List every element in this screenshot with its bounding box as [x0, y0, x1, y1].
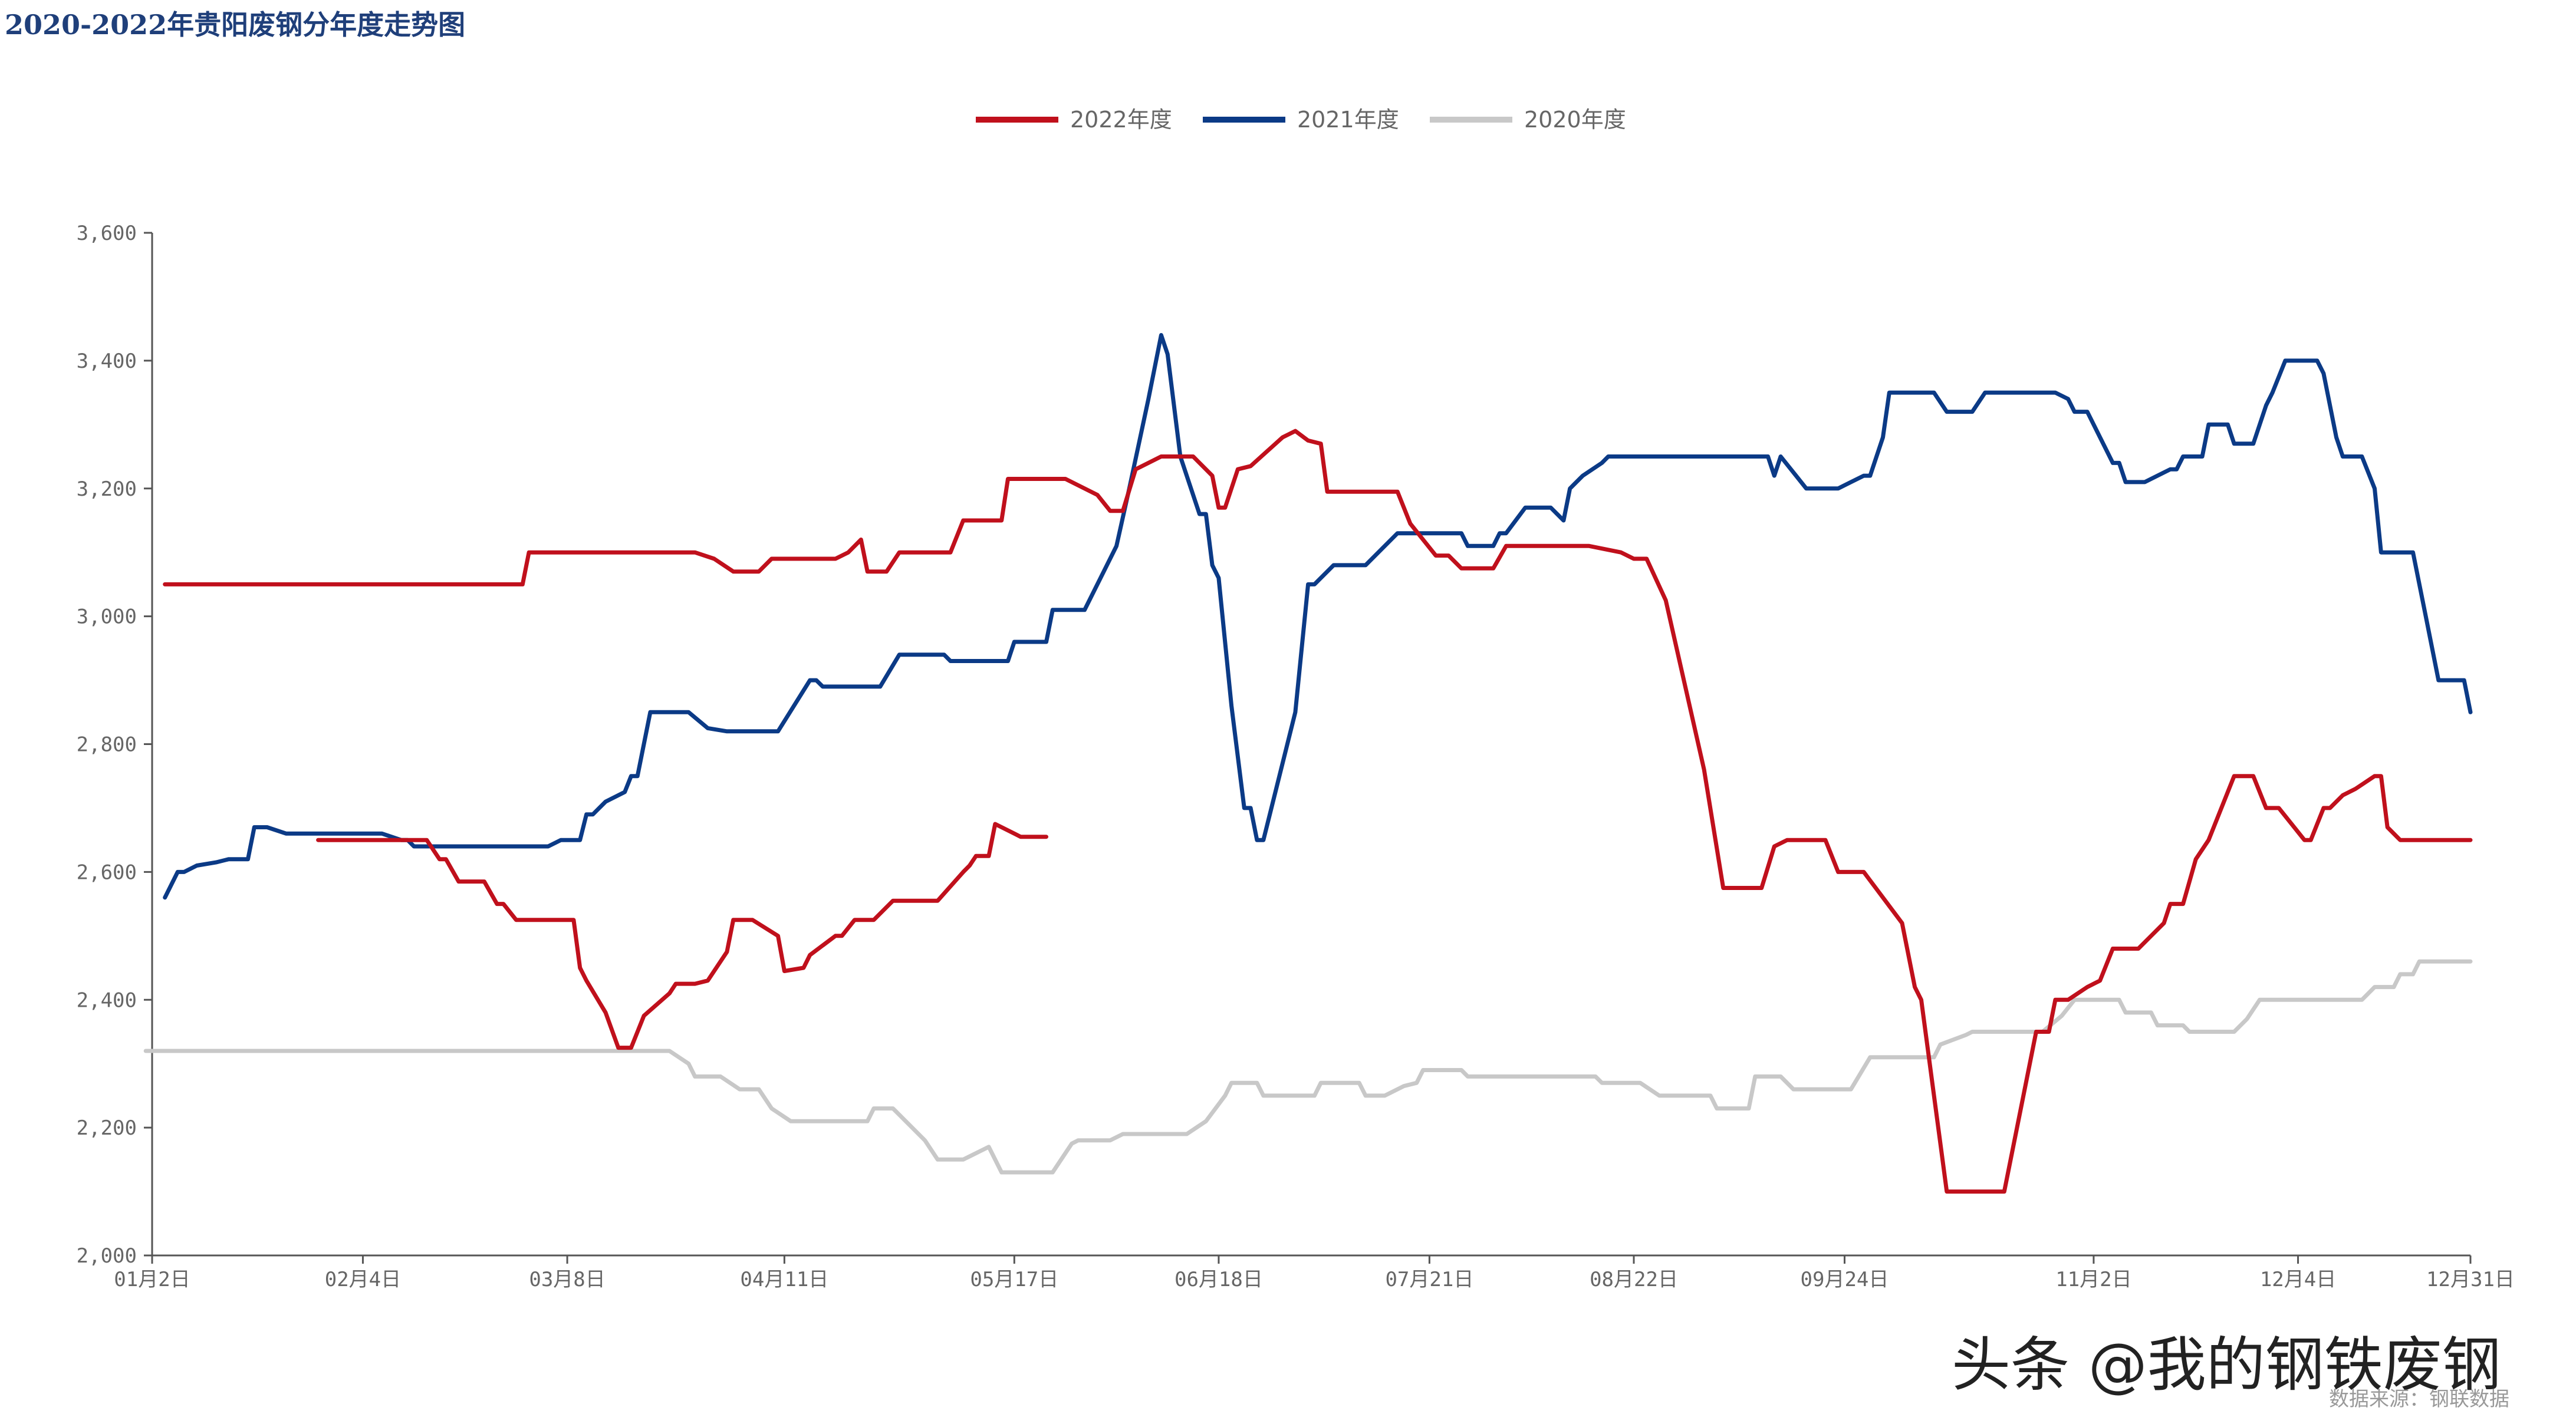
legend: 2022年度 2021年度 2020年度	[976, 107, 1626, 133]
x-tick-label: 11月2日	[2055, 1268, 2131, 1291]
x-tick-label: 06月18日	[1175, 1268, 1263, 1291]
x-tick-label: 01月2日	[114, 1268, 190, 1291]
y-tick-label: 3,400	[77, 350, 137, 373]
legend-label-2020: 2020年度	[1524, 107, 1626, 133]
x-tick-label: 12月4日	[2260, 1268, 2336, 1291]
legend-label-2022: 2022年度	[1070, 107, 1172, 133]
data-source: 数据来源：钢联数据	[2329, 1387, 2509, 1411]
x-axis: 01月2日 02月4日 03月8日 04月11日 05月17日 06月18日 07月21日 0…	[114, 1254, 2515, 1291]
chart-title: 2020-2022年贵阳废钢分年度走势图	[5, 9, 465, 41]
y-tick-label: 3,200	[77, 477, 137, 501]
y-axis: 2,000 2,200 2,400 2,600 2,800 3,000 3,200 3,400…	[77, 222, 153, 1268]
series-line-2021	[163, 333, 2473, 900]
series-line-2022	[163, 429, 2473, 1194]
x-tick-label: 04月11日	[740, 1268, 828, 1291]
y-tick-label: 3,000	[77, 605, 137, 629]
y-tick-label: 2,400	[77, 988, 137, 1012]
legend-label-2021: 2021年度	[1297, 107, 1399, 133]
y-tick-label: 2,200	[77, 1116, 137, 1140]
y-tick-label: 3,600	[77, 222, 137, 245]
series-group	[143, 333, 2473, 1194]
x-tick-label: 07月21日	[1385, 1268, 1473, 1291]
x-tick-label: 03月8日	[529, 1268, 605, 1291]
y-tick-label: 2,600	[77, 861, 137, 884]
y-tick-label: 2,000	[77, 1244, 137, 1268]
watermark: 头条 @我的钢铁废钢	[1952, 1330, 2501, 1399]
y-tick-label: 2,800	[77, 733, 137, 757]
x-tick-label: 05月17日	[970, 1268, 1058, 1291]
x-tick-label: 02月4日	[325, 1268, 401, 1291]
x-tick-label: 08月22日	[1590, 1268, 1678, 1291]
x-tick-label: 12月31日	[2426, 1268, 2515, 1291]
series-line-2020	[143, 959, 2473, 1175]
x-tick-label: 09月24日	[1801, 1268, 1889, 1291]
